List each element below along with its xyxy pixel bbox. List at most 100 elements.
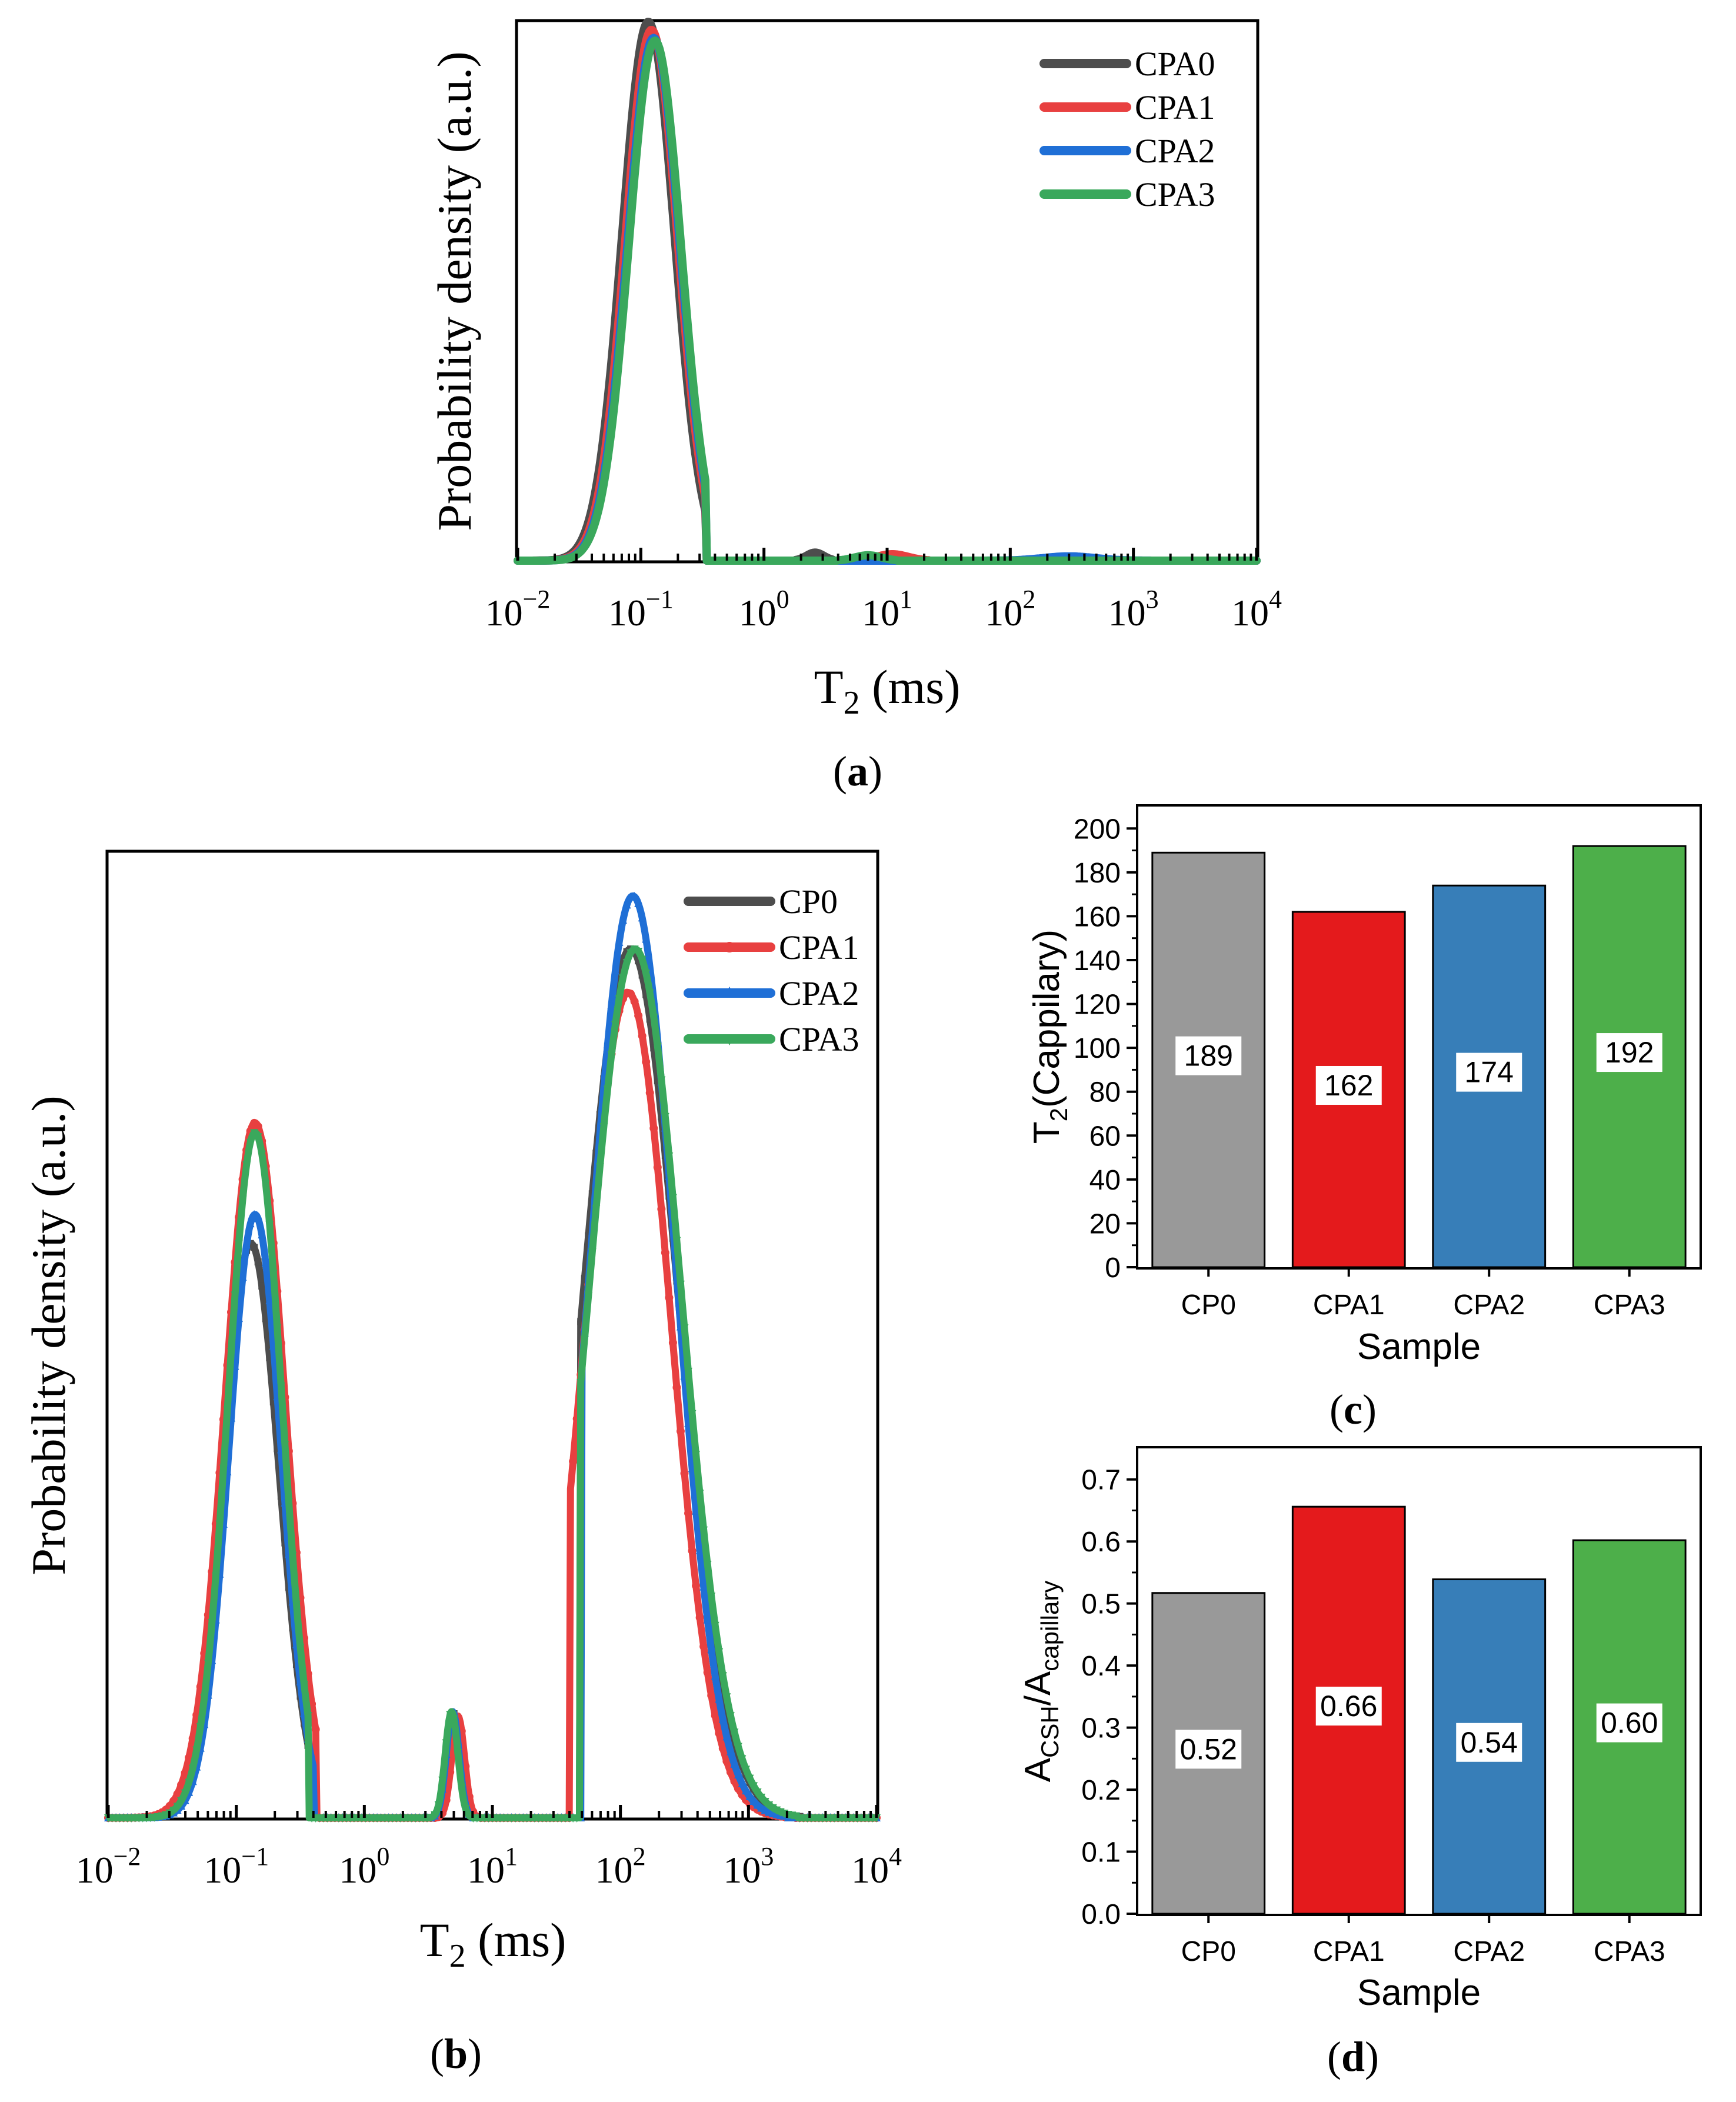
panel-d-y-tick-label: 0.6 (1081, 1527, 1121, 1558)
panel-b-point (572, 1814, 581, 1823)
panel-a-x-tick-label: 100 (739, 585, 789, 634)
panel-b-point (288, 1551, 297, 1560)
panel-b-point (634, 898, 643, 907)
panel-d-bar-cp0 (1151, 1592, 1266, 1915)
panel-b-point (688, 1410, 697, 1418)
panel-b-point (738, 1755, 747, 1764)
panel-b-legend-label-cpa2: CPA2 (779, 974, 859, 1012)
panel-b-point (872, 1814, 881, 1823)
panel-a-line-chart: 10−2 10−1 100 101 102 103 104 CPA0 CPA1 CPA2 CPA3… (428, 18, 1282, 795)
panel-b-point (668, 1194, 677, 1202)
panel-c-y-tick-label: 120 (1074, 990, 1121, 1021)
panel-b-series-cpa1-line (106, 988, 879, 1821)
panel-a-figure-label: (a) (833, 748, 882, 795)
panel-b-point (619, 915, 628, 924)
panel-b-point (627, 990, 635, 998)
panel-b-point (649, 1124, 658, 1132)
panel-b-point (611, 966, 619, 975)
panel-c-x-tick-label-cpa1: CPA1 (1313, 1290, 1385, 1321)
panel-b-point (211, 1572, 220, 1581)
panel-b-point (607, 1000, 616, 1009)
panel-b-point (726, 1747, 735, 1755)
panel-b-point (738, 1778, 747, 1787)
panel-c-y-tick-label: 80 (1089, 1077, 1121, 1108)
panel-b-point (653, 1043, 662, 1052)
panel-b-x-tick-label: 101 (467, 1842, 518, 1891)
panel-d-figure-label: (d) (1327, 2033, 1379, 2080)
panel-b-point (603, 1085, 612, 1094)
panel-b-point (715, 1694, 724, 1703)
panel-c-y-tick-label: 20 (1089, 1208, 1121, 1240)
panel-a-x-tick-label: 10−2 (485, 585, 551, 634)
panel-a-x-tick-label: 104 (1231, 585, 1282, 634)
panel-b-point (426, 1814, 435, 1823)
panel-b-point (292, 1600, 301, 1609)
panel-d-data-label-cpa2: 0.54 (1461, 1726, 1518, 1759)
panel-a-x-ticks: 10−2 10−1 100 101 102 103 104 (485, 548, 1282, 634)
panel-c-x-tick-label-cp0: CP0 (1181, 1290, 1236, 1321)
panel-b-point (711, 1711, 719, 1720)
panel-d-data-label-cp0: 0.52 (1180, 1733, 1237, 1765)
panel-b-x-ticks: 10−2 10−1 100 101 102 103 104 (76, 1805, 902, 1891)
panel-d-data-label-bg-cpa1 (1315, 1687, 1382, 1726)
panel-c-y-tick-label: 180 (1074, 858, 1121, 889)
panel-b-point (431, 1811, 439, 1820)
panel-b-point (254, 1258, 262, 1266)
panel-b-series-cpa2-markers (104, 892, 881, 1821)
panel-b-point (715, 1648, 724, 1657)
panel-b-point (238, 1272, 247, 1281)
panel-c-y-tick-label: 200 (1074, 814, 1121, 845)
panel-b-point (645, 989, 654, 998)
panel-d-data-label-bg-cpa3 (1596, 1703, 1662, 1743)
panel-b-point (718, 1714, 727, 1723)
panel-b-point (281, 1441, 289, 1450)
panel-b-scatter-chart: 10−2 10−1 100 101 102 103 104 CP0CPA1CPA2CPA3 … (22, 850, 902, 2077)
panel-b-point (254, 1122, 262, 1131)
panel-b-point (707, 1691, 716, 1700)
panel-c-x-tick-label-cpa3: CPA3 (1594, 1290, 1665, 1321)
panel-b-point (741, 1765, 750, 1774)
panel-d-y-axis-label: ACSH/Acapillary (1018, 1581, 1064, 1783)
panel-c-x-axis-label: Sample (1357, 1327, 1481, 1367)
panel-b-point (630, 945, 639, 954)
panel-b-figure-label: (b) (430, 2030, 482, 2077)
panel-b-point (665, 1293, 674, 1302)
panel-a-legend-label-cpa1: CPA1 (1135, 88, 1215, 126)
panel-d-plot-frame (1136, 1446, 1702, 1916)
panel-b-point (580, 1335, 589, 1344)
panel-b-point (261, 1258, 270, 1267)
panel-b-point (638, 913, 647, 922)
panel-b-point (765, 1801, 774, 1810)
panel-b-point (588, 1248, 597, 1257)
panel-b-point (722, 1757, 731, 1765)
panel-c-data-label-bg-cpa2 (1456, 1052, 1522, 1092)
panel-b-point (250, 1210, 259, 1218)
panel-b-point (258, 1282, 266, 1290)
panel-c-y-tick-label: 140 (1074, 945, 1121, 977)
panel-b-point (258, 1150, 266, 1159)
panel-b-point (753, 1800, 762, 1809)
panel-b-point (661, 1248, 669, 1257)
panel-b-legend-label-cpa1: CPA1 (779, 928, 859, 967)
panel-b-point (615, 937, 624, 946)
panel-b-legend-marker-cpa2 (724, 987, 735, 998)
panel-b-point (457, 1784, 466, 1793)
panel-b-point (276, 1382, 285, 1391)
panel-b-legend-marker-cpa1 (724, 942, 735, 952)
panel-b-point (699, 1582, 708, 1591)
panel-a-x-tick-label: 101 (862, 585, 912, 634)
panel-a-x-tick-label: 10−1 (608, 585, 674, 634)
panel-b-point (185, 1778, 194, 1787)
panel-b-point (619, 974, 628, 983)
panel-b-point (715, 1729, 724, 1738)
panel-b-point (730, 1760, 739, 1768)
panel-b-point (595, 1163, 604, 1172)
panel-b-point (254, 1133, 262, 1142)
panel-b-point (726, 1768, 735, 1777)
panel-b-x-tick-label: 102 (595, 1842, 646, 1891)
panel-c-y-tick-label: 0 (1105, 1252, 1121, 1284)
panel-b-legend-label-cpa3: CPA3 (779, 1020, 859, 1058)
panel-b-point (177, 1797, 186, 1805)
panel-b-point (657, 1205, 666, 1214)
